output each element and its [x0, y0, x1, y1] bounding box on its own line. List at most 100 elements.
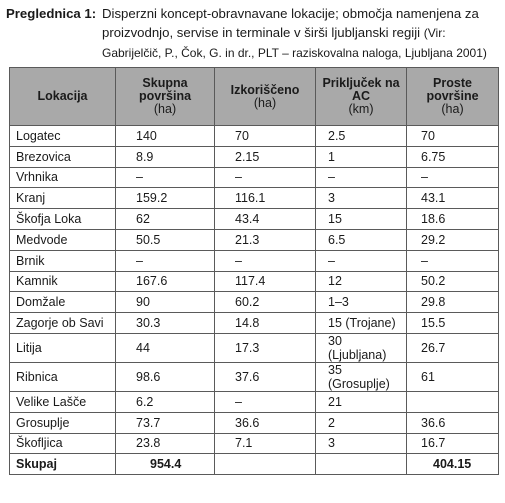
- table-row: Medvode 50.5 21.3 6.5 29.2: [9, 228, 499, 251]
- cell-prikljucek: 30 (Ljubljana): [315, 332, 407, 363]
- header-title: Izkoriščeno: [230, 82, 300, 97]
- total-cell-lokacija: Skupaj: [9, 453, 116, 476]
- table-header-row: Lokacija Skupna površina (ha) Izkoriščen…: [9, 67, 499, 126]
- cell-skupna-povrsina: 90: [115, 291, 215, 314]
- table-caption: Preglednica 1: Disperzni koncept-obravna…: [6, 4, 498, 63]
- table-total-row: Skupaj 954.4 404.15: [9, 453, 499, 476]
- cell-izkorisceno: 43.4: [214, 208, 316, 230]
- cell-prikljucek: 15 (Trojane): [315, 312, 407, 334]
- table-row: Grosuplje 73.7 36.6 2 36.6: [9, 411, 499, 434]
- cell-lokacija: Logatec: [9, 125, 116, 147]
- locations-table: Lokacija Skupna površina (ha) Izkoriščen…: [9, 67, 499, 476]
- cell-proste-povrsine: 26.7: [406, 332, 499, 363]
- table-row: Domžale 90 60.2 1–3 29.8: [9, 291, 499, 314]
- cell-skupna-povrsina: 167.6: [115, 270, 215, 293]
- cell-izkorisceno: 7.1: [214, 432, 316, 455]
- cell-skupna-povrsina: 44: [115, 332, 215, 363]
- table-row: Velike Lašče 6.2–21: [9, 390, 499, 413]
- cell-lokacija: Domžale: [9, 291, 116, 314]
- cell-proste-povrsine: 18.6: [406, 208, 499, 230]
- cell-skupna-povrsina: 140: [115, 125, 215, 147]
- cell-prikljucek: 3: [315, 432, 407, 455]
- cell-prikljucek: 15: [315, 208, 407, 230]
- header-lokacija: Lokacija: [9, 67, 116, 126]
- table-row: Ribnica 98.6 37.6 35 (Grosuplje) 61: [9, 361, 499, 392]
- table-row: Brezovica 8.9 2.15 1 6.75: [9, 145, 499, 168]
- cell-skupna-povrsina: 50.5: [115, 228, 215, 251]
- header-title: Proste površine: [426, 76, 479, 103]
- caption-body: Disperzni koncept-obravnavane lokacije; …: [102, 4, 498, 63]
- cell-prikljucek: 21: [315, 390, 407, 413]
- cell-lokacija: Škofja Loka: [9, 208, 116, 230]
- cell-prikljucek: 35 (Grosuplje): [315, 361, 407, 392]
- cell-proste-povrsine: 29.8: [406, 291, 499, 314]
- cell-izkorisceno: –: [214, 166, 316, 189]
- header-unit: (ha): [441, 102, 464, 116]
- cell-skupna-povrsina: –: [115, 166, 215, 189]
- cell-prikljucek: 1–3: [315, 291, 407, 314]
- cell-prikljucek: 2: [315, 411, 407, 434]
- cell-izkorisceno: 14.8: [214, 312, 316, 334]
- header-skupna-povrsina: Skupna površina (ha): [115, 67, 215, 126]
- cell-skupna-povrsina: 73.7: [115, 411, 215, 434]
- cell-izkorisceno: 2.15: [214, 145, 316, 168]
- cell-proste-povrsine: –: [406, 249, 499, 272]
- caption-label: Preglednica 1:: [6, 6, 97, 21]
- cell-lokacija: Ribnica: [9, 361, 116, 392]
- cell-izkorisceno: 21.3: [214, 228, 316, 251]
- table-row: Škofljica 23.8 7.1 3 16.7: [9, 432, 499, 455]
- cell-izkorisceno: –: [214, 249, 316, 272]
- cell-proste-povrsine: 29.2: [406, 228, 499, 251]
- table-row: Kamnik 167.6 117.4 12 50.2: [9, 270, 499, 293]
- cell-skupna-povrsina: 98.6: [115, 361, 215, 392]
- header-unit: (km): [348, 102, 374, 116]
- cell-proste-povrsine: [406, 390, 499, 413]
- cell-skupna-povrsina: 8.9: [115, 145, 215, 168]
- header-title: Priključek na AC: [322, 76, 400, 103]
- table-row: Vrhnika – – – –: [9, 166, 499, 189]
- cell-prikljucek: 1: [315, 145, 407, 168]
- header-unit: (ha): [153, 102, 177, 116]
- caption-source: (Vir: Gabrijelčič, P., Čok, G. in dr., P…: [102, 26, 487, 60]
- cell-lokacija: Litija: [9, 332, 116, 363]
- cell-proste-povrsine: 15.5: [406, 312, 499, 334]
- table-row: Litija 44 17.3 30 (Ljubljana) 26.7: [9, 332, 499, 363]
- cell-prikljucek: 6.5: [315, 228, 407, 251]
- cell-lokacija: Vrhnika: [9, 166, 116, 189]
- total-cell-prikljucek: [315, 453, 407, 476]
- cell-lokacija: Brnik: [9, 249, 116, 272]
- cell-lokacija: Brezovica: [9, 145, 116, 168]
- table-row: Zagorje ob Savi 30.3 14.8 15 (Trojane) 15.5: [9, 312, 499, 334]
- cell-izkorisceno: –: [214, 390, 316, 413]
- table-row: Škofja Loka 62 43.4 15 18.6: [9, 208, 499, 230]
- table-row: Logatec 140 70 2.5 70: [9, 125, 499, 147]
- cell-izkorisceno: 17.3: [214, 332, 316, 363]
- table-row: Kranj 159.2 116.1 3 43.1: [9, 187, 499, 210]
- total-cell-skupna-povrsina: 954.4: [115, 453, 215, 476]
- cell-izkorisceno: 116.1: [214, 187, 316, 210]
- cell-lokacija: Kranj: [9, 187, 116, 210]
- cell-skupna-povrsina: –: [115, 249, 215, 272]
- cell-lokacija: Škofljica: [9, 432, 116, 455]
- cell-lokacija: Zagorje ob Savi: [9, 312, 116, 334]
- cell-prikljucek: –: [315, 166, 407, 189]
- cell-izkorisceno: 60.2: [214, 291, 316, 314]
- cell-prikljucek: 3: [315, 187, 407, 210]
- cell-proste-povrsine: 70: [406, 125, 499, 147]
- cell-proste-povrsine: 36.6: [406, 411, 499, 434]
- cell-izkorisceno: 70: [214, 125, 316, 147]
- cell-lokacija: Grosuplje: [9, 411, 116, 434]
- cell-lokacija: Velike Lašče: [9, 390, 116, 413]
- cell-lokacija: Medvode: [9, 228, 116, 251]
- cell-izkorisceno: 37.6: [214, 361, 316, 392]
- cell-proste-povrsine: 43.1: [406, 187, 499, 210]
- cell-skupna-povrsina: 159.2: [115, 187, 215, 210]
- header-title: Lokacija: [37, 89, 88, 103]
- cell-proste-povrsine: 61: [406, 361, 499, 392]
- cell-izkorisceno: 36.6: [214, 411, 316, 434]
- table-row: Brnik – – – –: [9, 249, 499, 272]
- header-proste-povrsine: Proste površine (ha): [406, 67, 499, 126]
- cell-proste-povrsine: 16.7: [406, 432, 499, 455]
- cell-skupna-povrsina: 30.3: [115, 312, 215, 334]
- cell-prikljucek: –: [315, 249, 407, 272]
